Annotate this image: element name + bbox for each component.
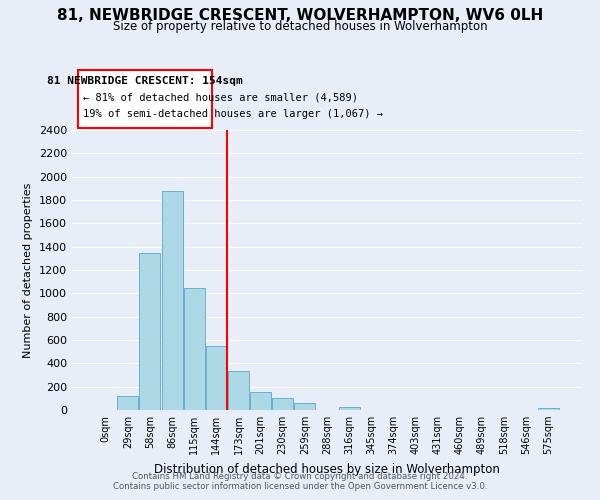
Text: 81 NEWBRIDGE CRESCENT: 154sqm: 81 NEWBRIDGE CRESCENT: 154sqm [47,76,243,86]
Text: Contains HM Land Registry data © Crown copyright and database right 2024.: Contains HM Land Registry data © Crown c… [132,472,468,481]
Y-axis label: Number of detached properties: Number of detached properties [23,182,34,358]
Bar [228,371,249,410]
Text: ← 81% of detached houses are smaller (4,589): ← 81% of detached houses are smaller (4,… [83,92,358,102]
Bar [118,396,139,410]
Bar [206,346,227,410]
Bar [272,398,293,410]
Text: Size of property relative to detached houses in Wolverhampton: Size of property relative to detached ho… [113,20,487,33]
Bar [161,190,182,410]
Bar [338,406,359,410]
Text: 19% of semi-detached houses are larger (1,067) →: 19% of semi-detached houses are larger (… [83,109,383,119]
Bar [250,392,271,410]
Bar [139,252,160,410]
X-axis label: Distribution of detached houses by size in Wolverhampton: Distribution of detached houses by size … [154,462,500,475]
Bar [184,288,205,410]
Bar [538,408,559,410]
Text: Contains public sector information licensed under the Open Government Licence v3: Contains public sector information licen… [113,482,487,491]
Text: 81, NEWBRIDGE CRESCENT, WOLVERHAMPTON, WV6 0LH: 81, NEWBRIDGE CRESCENT, WOLVERHAMPTON, W… [57,8,543,22]
Bar [295,403,316,410]
